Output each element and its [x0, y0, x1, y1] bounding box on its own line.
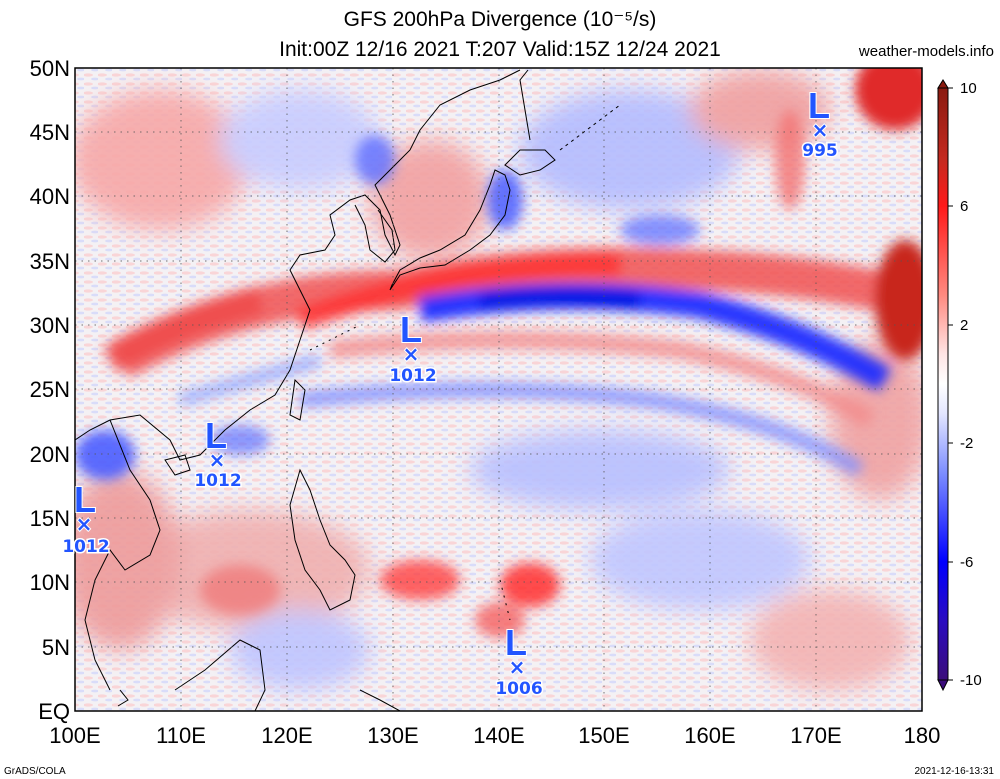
low-pressure-label: 1012 [62, 537, 109, 557]
low-symbol: L [505, 622, 527, 663]
lon-label: 120E [261, 723, 312, 748]
map-frame [74, 67, 923, 712]
footer-timestamp: 2021-12-16-13:31 [914, 766, 994, 777]
low-center-marker: × [76, 512, 93, 536]
low-ryukyu: L × 1012 [388, 308, 438, 388]
colorbar-label: -10 [960, 672, 982, 689]
low-sea: L × 1012 [61, 478, 111, 559]
colorbar-top-arrow [937, 79, 949, 89]
map-gridlines [75, 68, 922, 711]
low-pressure-label: 1012 [194, 471, 241, 491]
lon-label: 140E [473, 723, 524, 748]
chart-subtitle: Init:00Z 12/16 2021 T:207 Valid:15Z 12/2… [279, 38, 721, 61]
lon-axis: 100E 110E 120E 130E 140E 150E 160E 170E … [49, 723, 940, 748]
footer-software-credit: GrADS/COLA [4, 766, 66, 777]
low-pressure-label: 995 [802, 141, 838, 161]
colorbar-label: 2 [960, 317, 968, 334]
low-center-marker: × [812, 118, 829, 142]
lon-label: 180 [904, 723, 941, 748]
low-symbol: L [808, 85, 830, 126]
divergence-field [75, 68, 922, 711]
colorbar-label: 10 [960, 80, 977, 97]
lon-label: 100E [49, 723, 100, 748]
site-credit: weather-models.info [858, 43, 994, 60]
lat-axis: 50N 45N 40N 35N 30N 25N 20N 15N 10N 5N E… [30, 56, 70, 724]
lat-label: EQ [38, 699, 70, 724]
lat-label: 5N [42, 635, 70, 660]
low-center-marker: × [403, 342, 420, 366]
colorbar-label: -6 [960, 554, 973, 571]
lat-label: 10N [30, 570, 70, 595]
low-symbol: L [205, 415, 227, 456]
lat-label: 35N [30, 249, 70, 274]
lat-label: 15N [30, 506, 70, 531]
coastlines [75, 69, 621, 711]
lat-label: 45N [30, 120, 70, 145]
lat-label: 30N [30, 313, 70, 338]
lon-label: 170E [790, 723, 841, 748]
low-pressure-label: 1006 [495, 679, 542, 699]
colorbar: 10 6 2 -2 -6 -10 [937, 79, 982, 692]
low-center-marker: × [209, 448, 226, 472]
lon-label: 130E [367, 723, 418, 748]
low-pressure-label: 1012 [389, 366, 436, 386]
lat-label: 50N [30, 56, 70, 81]
lat-label: 25N [30, 377, 70, 402]
lon-label: 160E [684, 723, 735, 748]
lat-label: 20N [30, 442, 70, 467]
lon-label: 150E [578, 723, 629, 748]
chart-title: GFS 200hPa Divergence (10⁻⁵/s) [343, 8, 657, 31]
low-symbol: L [74, 479, 96, 520]
low-scs: L × 1012 [193, 414, 243, 493]
low-center-marker: × [509, 655, 526, 679]
lat-label: 40N [30, 184, 70, 209]
lon-label: 110E [156, 723, 206, 748]
colorbar-bottom-arrow [937, 679, 949, 692]
low-micronesia: L × 1006 [494, 621, 544, 701]
colorbar-bar [937, 87, 949, 681]
colorbar-label: -2 [960, 435, 973, 452]
colorbar-label: 6 [960, 198, 968, 215]
low-north-pacific: L × 995 [801, 84, 840, 163]
low-symbol: L [400, 309, 422, 350]
